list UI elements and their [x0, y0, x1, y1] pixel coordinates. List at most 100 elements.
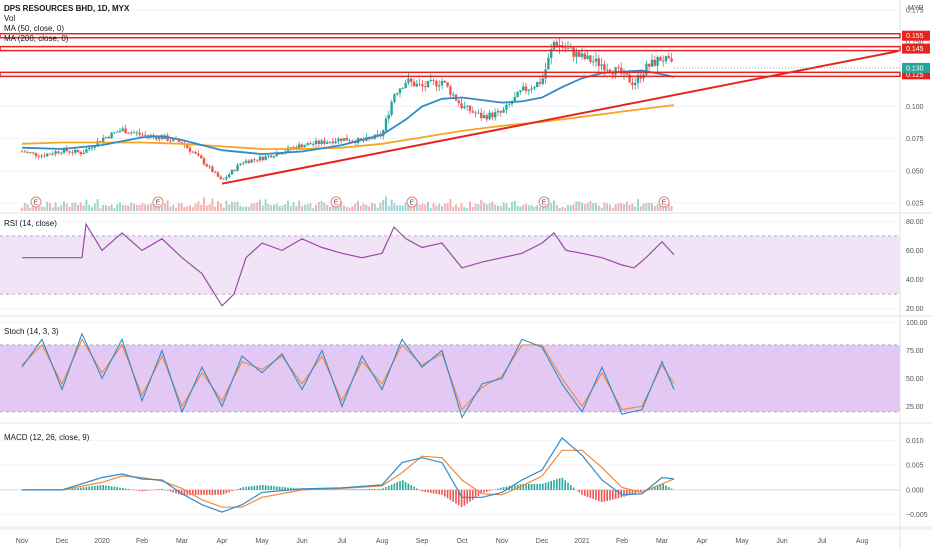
candle-body	[244, 160, 248, 163]
candle-body	[71, 152, 74, 154]
macd-histogram-bar	[362, 489, 365, 490]
x-tick-label: Mar	[176, 538, 189, 545]
volume-bar	[485, 204, 488, 211]
candle-body	[536, 82, 539, 88]
volume-bar	[491, 201, 494, 211]
candle-body	[76, 149, 80, 153]
macd-histogram-bar	[262, 485, 264, 490]
macd-histogram-bar	[222, 489, 225, 495]
candle-body	[552, 41, 556, 50]
macd-histogram-bar	[586, 489, 589, 497]
macd-histogram-bar	[150, 489, 152, 491]
candle-body	[230, 169, 234, 175]
candle-body	[586, 55, 589, 59]
y-tick-label: 0.005	[906, 463, 924, 470]
volume-bar	[26, 204, 29, 211]
candle-body	[359, 138, 362, 140]
volume-bar	[597, 205, 600, 211]
macd-histogram-bar	[346, 489, 348, 490]
candle-body	[384, 118, 388, 131]
macd-histogram-bar	[556, 479, 558, 490]
volume-bar	[569, 205, 572, 211]
macd-title: MACD (12, 26, close, 9)	[4, 433, 90, 442]
volume-bar	[656, 203, 659, 211]
volume-bar	[530, 205, 533, 211]
volume-bar	[116, 204, 119, 211]
volume-bar	[455, 204, 457, 211]
volume-bar	[82, 205, 85, 211]
macd-histogram-bar	[85, 486, 88, 490]
volume-bar	[449, 199, 452, 211]
candle-body	[370, 137, 374, 139]
macd-histogram-bar	[623, 489, 625, 497]
macd-histogram-bar	[570, 485, 572, 490]
volume-bar	[107, 206, 110, 211]
candle-body	[110, 132, 113, 139]
volume-bar	[432, 203, 435, 211]
earnings-marker-icon	[152, 196, 164, 208]
volume-bar	[208, 204, 211, 211]
macd-histogram-bar	[533, 483, 536, 490]
volume-bar	[203, 197, 205, 211]
candle-body	[211, 166, 214, 173]
candle-body	[404, 82, 407, 89]
macd-histogram-bar	[458, 489, 460, 506]
volume-bar	[29, 207, 32, 211]
candle-body	[569, 47, 572, 49]
candle-body	[130, 132, 133, 134]
ma200-label: MA (200, close, 0)	[4, 34, 69, 43]
macd-histogram-bar	[640, 489, 642, 492]
volume-bar	[572, 204, 575, 211]
macd-histogram-bar	[127, 489, 130, 490]
candle-body	[398, 88, 402, 94]
x-tick-label: Sep	[416, 538, 429, 545]
macd-histogram-bar	[368, 489, 370, 490]
volume-bar	[483, 202, 485, 211]
volume-bar	[301, 206, 303, 211]
macd-histogram-bar	[558, 478, 561, 490]
last-price-label: 0.130	[906, 65, 924, 72]
volume-bar	[544, 203, 547, 211]
stoch-title: Stoch (14, 3, 3)	[4, 327, 59, 336]
volume-bar	[357, 200, 359, 211]
volume-bar	[667, 202, 670, 211]
y-tick-label: 25.00	[906, 404, 924, 411]
macd-histogram-bar	[600, 489, 603, 503]
volume-bar	[292, 202, 295, 211]
volume-bar	[315, 204, 317, 211]
candle-body	[225, 177, 228, 180]
volume-bar	[606, 203, 609, 211]
candle-body	[172, 138, 175, 141]
volume-bar	[427, 201, 429, 211]
x-tick-label: Nov	[16, 538, 29, 545]
candle-body	[328, 141, 332, 143]
macd-histogram-bar	[113, 486, 116, 490]
candle-body	[519, 90, 522, 92]
macd-histogram-bar	[477, 489, 480, 496]
macd-histogram-bar	[575, 489, 578, 491]
macd-histogram-bar	[273, 486, 275, 490]
price-level-label: 0.145	[906, 46, 924, 53]
macd-histogram-bar	[192, 489, 194, 496]
candle-body	[491, 112, 494, 118]
y-tick-label: 60.00	[906, 248, 924, 255]
candle-body	[309, 143, 312, 145]
candle-body	[527, 89, 530, 91]
macd-histogram-bar	[166, 489, 169, 491]
volume-bar	[256, 202, 259, 211]
candle-body	[205, 164, 208, 167]
volume-bar	[642, 203, 645, 211]
candle-body	[169, 140, 172, 142]
volume-bar	[172, 204, 175, 211]
macd-histogram-bar	[455, 489, 457, 504]
candle-body	[23, 151, 26, 153]
macd-histogram-bar	[617, 489, 620, 499]
macd-histogram-bar	[567, 482, 569, 490]
macd-histogram-bar	[329, 489, 331, 490]
candle-body	[524, 86, 528, 91]
volume-bar	[32, 205, 35, 211]
support-trendline	[221, 50, 899, 185]
macd-histogram-bar	[208, 489, 211, 495]
volume-bar	[88, 204, 91, 211]
